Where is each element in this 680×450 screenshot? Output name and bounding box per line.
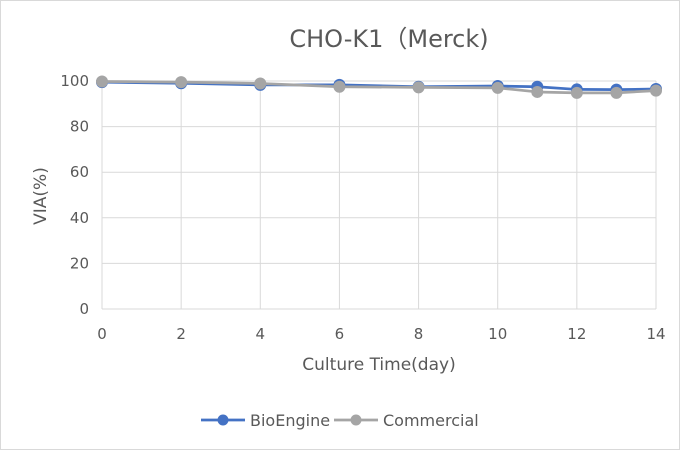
series-commercial — [96, 75, 662, 99]
data-point — [254, 77, 267, 90]
legend: BioEngine Commercial — [201, 411, 479, 430]
legend-swatch-marker — [350, 414, 362, 426]
y-tick-label: 60 — [70, 163, 89, 181]
legend-label: BioEngine — [250, 411, 330, 430]
x-tick-label: 0 — [97, 325, 107, 343]
data-point — [96, 75, 108, 88]
data-point — [175, 76, 188, 89]
x-tick-label: 14 — [646, 325, 665, 343]
data-point — [412, 81, 425, 94]
legend-item-bioengine: BioEngine — [201, 411, 330, 430]
legend-swatch-marker — [217, 414, 229, 426]
x-tick-label: 4 — [256, 325, 266, 343]
data-point — [610, 86, 623, 99]
y-tick-label: 20 — [70, 254, 89, 272]
x-tick-label: 12 — [567, 325, 586, 343]
y-tick-label: 40 — [70, 209, 89, 227]
series — [96, 75, 662, 99]
chart-title: CHO-K1（Merck) — [289, 25, 488, 53]
x-tick-label: 10 — [488, 325, 507, 343]
y-tick-label: 80 — [70, 118, 89, 136]
y-tick-label: 100 — [60, 72, 89, 90]
x-tick-label: 8 — [414, 325, 424, 343]
grid — [101, 80, 657, 310]
legend-label: Commercial — [383, 411, 479, 430]
data-point — [570, 86, 583, 99]
data-point — [491, 81, 504, 94]
data-point — [333, 80, 346, 93]
y-axis-label: VIA(%) — [31, 167, 51, 225]
data-point — [650, 84, 662, 97]
series-line — [101, 80, 657, 95]
data-point — [531, 85, 544, 98]
x-tick-label: 6 — [335, 325, 345, 343]
x-axis-label: Culture Time(day) — [302, 355, 455, 375]
tick-labels: 0 20 40 60 80 100 0 2 4 6 8 10 12 14 — [60, 72, 665, 343]
x-tick-label: 2 — [176, 325, 186, 343]
legend-item-commercial: Commercial — [334, 411, 479, 430]
y-tick-label: 0 — [79, 300, 89, 318]
